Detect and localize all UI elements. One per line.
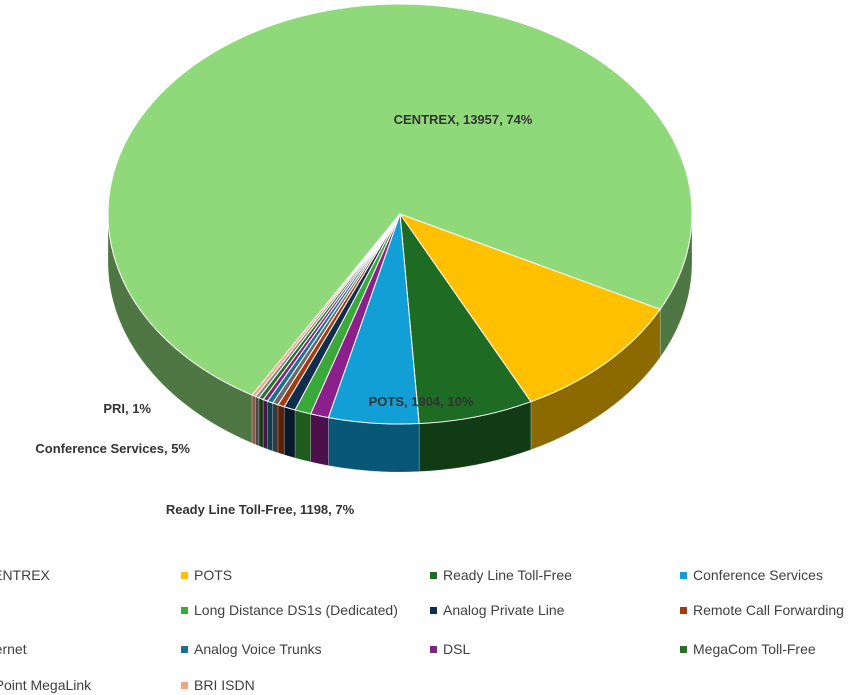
legend-label: Analog Voice Trunks [194, 641, 322, 657]
pie-chart: CENTREX, 13957, 74% POTS, 1904, 10% Ready … [35, 3, 693, 517]
legend-label: DSL [443, 641, 471, 657]
slice-side-conference-services [328, 417, 420, 473]
data-label-centrex: CENTREX, 13957, 74% [394, 112, 533, 127]
legend-label: MegaCom Toll-Free [693, 641, 816, 657]
legend-item-o-point-megalink: o Point MegaLink [0, 676, 91, 694]
legend-swatch [430, 645, 437, 653]
slice-side-point-to-point-megalink [255, 396, 260, 447]
slice-side-analog-private-line [283, 406, 296, 459]
pie-sides [107, 213, 693, 473]
legend-swatch [181, 606, 188, 614]
data-label-pots: POTS, 1904, 10% [369, 394, 474, 409]
data-label-conference-services: Conference Services, 5% [35, 441, 190, 456]
legend-label: Conference Services [693, 567, 823, 583]
slice-side-ethernet [272, 402, 279, 454]
slice-bri-isdn[interactable] [251, 213, 401, 398]
legend-item-conference-services: Conference Services [680, 566, 823, 584]
legend-item-thernet: thernet [0, 640, 27, 658]
slice-side-pri [310, 413, 329, 466]
data-label-ready-line-toll-free: Ready Line Toll-Free, 1198, 7% [166, 502, 355, 517]
pie-slices [107, 3, 693, 425]
legend-swatch [680, 571, 687, 579]
legend-item-bri-isdn: BRI ISDN [181, 676, 255, 694]
legend-swatch [181, 645, 188, 653]
legend-swatch [430, 606, 437, 614]
legend-label: Remote Call Forwarding [693, 602, 844, 618]
data-label-pri: PRI, 1% [103, 401, 151, 416]
legend-item-megacom-toll-free: MegaCom Toll-Free [680, 640, 816, 658]
legend-item-analog-private-line: Analog Private Line [430, 601, 564, 619]
slice-ready-line-toll-free[interactable] [399, 212, 532, 425]
legend-swatch [680, 645, 687, 653]
legend-label: CENTREX [0, 567, 50, 583]
slice-pots[interactable] [398, 212, 661, 403]
slice-side-long-distance-ds1s-dedicated [294, 409, 311, 463]
legend-label: Analog Private Line [443, 602, 565, 618]
legend-swatch [181, 681, 188, 689]
slice-side-bri-isdn [251, 394, 256, 445]
legend-label: POTS [194, 567, 233, 583]
legend-label: thernet [0, 641, 27, 657]
slice-side-dsl [262, 399, 268, 450]
legend: CENTREX POTS Ready Line Toll-Free Conferenc… [0, 558, 863, 695]
legend-item-ready-line-toll-free: Ready Line Toll-Free [430, 566, 572, 584]
slice-side-megacom-toll-free [258, 397, 264, 448]
legend-label: o Point MegaLink [0, 677, 92, 693]
legend-item-analog-voice-trunks: Analog Voice Trunks [181, 640, 322, 658]
legend-label: BRI ISDN [194, 677, 255, 693]
slice-side-analog-voice-trunks [267, 400, 273, 452]
legend-swatch [680, 606, 687, 614]
legend-label: Long Distance DS1s (Dedicated) [194, 602, 398, 618]
slice-side-remote-call-forwarding [277, 404, 285, 456]
legend-swatch [181, 571, 188, 579]
legend-label: Ready Line Toll-Free [443, 567, 572, 583]
legend-swatch [430, 571, 437, 579]
legend-item-dsl: DSL [430, 640, 470, 658]
slice-centrex[interactable] [107, 3, 693, 396]
data-labels: CENTREX, 13957, 74% POTS, 1904, 10% Ready … [35, 112, 532, 517]
legend-item-pots: POTS [181, 566, 232, 584]
legend-item-remote-call-forwarding: Remote Call Forwarding [680, 601, 844, 619]
legend-item-centrex: CENTREX [0, 566, 50, 584]
legend-item-long-distance-ds1s-dedicated: Long Distance DS1s (Dedicated) [181, 601, 398, 619]
